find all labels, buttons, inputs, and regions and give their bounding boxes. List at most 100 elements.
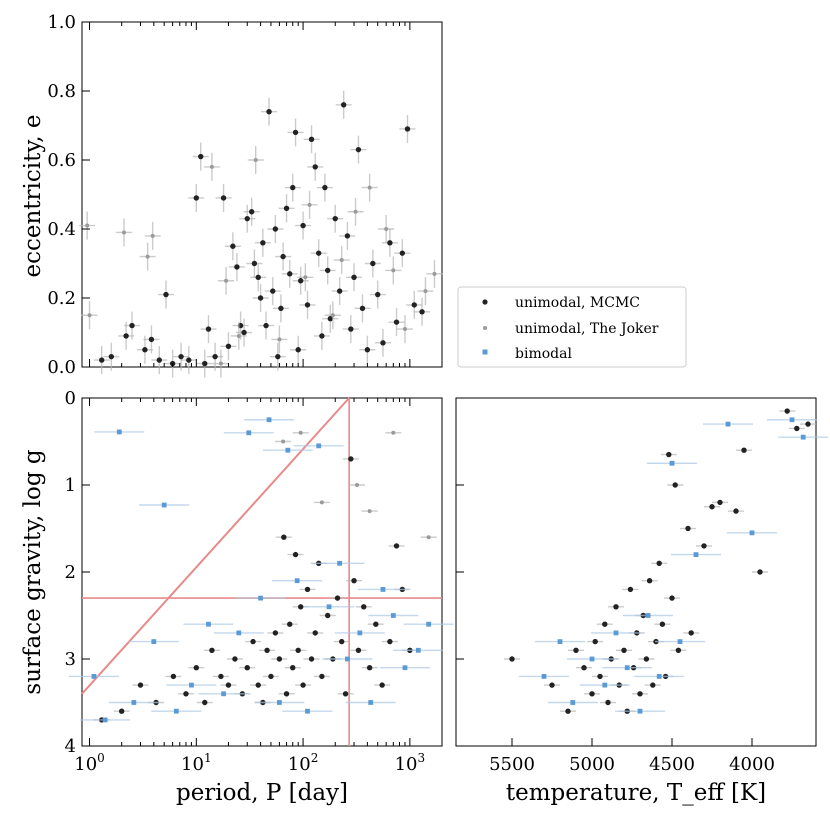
data-point-bimodal [725, 421, 731, 427]
data-point-mcmc [280, 253, 286, 260]
data-point-mcmc [675, 647, 682, 653]
y-tick-label: 0.6 [47, 150, 76, 171]
data-point-mcmc [605, 699, 611, 706]
data-point-joker [236, 333, 241, 338]
data-point-mcmc [225, 343, 232, 349]
data-point-mcmc [312, 630, 318, 636]
y-tick-label: 2 [65, 562, 76, 583]
data-point-mcmc [322, 184, 328, 191]
data-point-mcmc [355, 647, 362, 653]
data-point-joker [85, 223, 90, 228]
data-point-bimodal [602, 682, 608, 688]
data-point-joker [432, 271, 437, 276]
data-point-mcmc [170, 673, 177, 680]
data-point-mcmc [315, 250, 322, 256]
data-point-bimodal [276, 700, 282, 705]
data-point-bimodal [357, 630, 363, 636]
data-point-joker [423, 289, 428, 294]
top-left-ylabel: eccentricity, e [20, 114, 46, 277]
data-point-mcmc [380, 340, 386, 346]
data-point-bimodal [541, 674, 547, 679]
data-point-joker [353, 209, 358, 214]
data-point-mcmc [592, 638, 598, 645]
data-point-mcmc [339, 638, 345, 645]
data-point-mcmc [225, 682, 232, 688]
data-point-mcmc [373, 621, 379, 627]
data-point-mcmc [509, 656, 515, 662]
data-point-mcmc [304, 586, 311, 593]
data-point-joker [367, 185, 372, 190]
data-point-mcmc [666, 451, 672, 458]
data-point-mcmc [627, 586, 634, 593]
data-point-mcmc [148, 336, 155, 343]
data-point-mcmc [379, 682, 385, 688]
data-point-mcmc [387, 240, 393, 246]
data-point-bimodal [131, 700, 137, 705]
data-point-bimodal [102, 717, 108, 723]
legend-box [457, 286, 687, 368]
data-point-bimodal [344, 656, 350, 662]
data-point-bimodal [426, 621, 432, 627]
data-point-mcmc [263, 322, 269, 329]
data-point-mcmc [308, 136, 315, 142]
data-point-mcmc [672, 482, 678, 488]
data-point-mcmc [142, 347, 148, 353]
data-point-mcmc [308, 656, 315, 662]
data-point-bimodal [402, 665, 408, 671]
data-point-mcmc [202, 360, 208, 367]
data-point-mcmc [621, 647, 627, 653]
data-point-mcmc [351, 274, 357, 280]
data-point-mcmc [163, 291, 169, 298]
data-point-mcmc [364, 347, 371, 353]
data-point-mcmc [359, 305, 366, 312]
data-point-mcmc [701, 543, 707, 549]
data-point-mcmc [613, 604, 619, 610]
data-point-joker [426, 535, 431, 540]
y-tick-label: 4 [65, 736, 76, 757]
data-point-mcmc [276, 656, 283, 662]
data-point-mcmc [348, 326, 354, 332]
data-point-joker [281, 439, 286, 444]
data-point-bimodal [800, 434, 806, 440]
data-point-bimodal [305, 708, 310, 714]
data-point-mcmc [220, 195, 227, 201]
data-point-bimodal [624, 665, 630, 671]
data-point-mcmc [784, 408, 790, 414]
data-point-mcmc [218, 673, 224, 680]
data-point-bimodal [173, 708, 179, 714]
data-point-mcmc [375, 291, 381, 298]
data-point-mcmc [419, 309, 425, 315]
data-point-mcmc [393, 319, 400, 325]
data-point-mcmc [205, 326, 212, 332]
data-point-bimodal [415, 647, 421, 653]
legend-label-bimodal: bimodal [515, 346, 572, 362]
data-point-bimodal [294, 578, 300, 584]
data-point-mcmc [178, 353, 184, 360]
data-point-mcmc [411, 302, 417, 308]
data-point-mcmc [108, 353, 115, 360]
data-point-mcmc [688, 630, 694, 636]
data-point-mcmc [129, 322, 135, 329]
y-tick-label: 0.2 [47, 288, 76, 309]
data-point-joker [307, 202, 312, 207]
data-point-mcmc [290, 184, 296, 191]
data-point-bimodal [390, 613, 396, 618]
data-point-mcmc [399, 250, 406, 256]
data-point-mcmc [244, 665, 250, 671]
data-point-mcmc [292, 129, 299, 136]
data-point-joker [355, 483, 360, 487]
data-point-mcmc [268, 673, 274, 680]
data-point-mcmc [646, 578, 653, 584]
y-tick-label: 3 [65, 649, 76, 670]
y-tick-label: 0.8 [47, 81, 76, 102]
data-point-mcmc [573, 647, 579, 653]
data-point-mcmc [241, 329, 247, 336]
data-point-mcmc [255, 682, 261, 688]
data-point-bimodal [151, 639, 157, 644]
data-point-bimodal [161, 502, 167, 508]
data-point-mcmc [319, 673, 325, 680]
data-point-mcmc [118, 708, 125, 714]
data-point-joker [330, 313, 335, 318]
data-point-mcmc [650, 682, 656, 688]
